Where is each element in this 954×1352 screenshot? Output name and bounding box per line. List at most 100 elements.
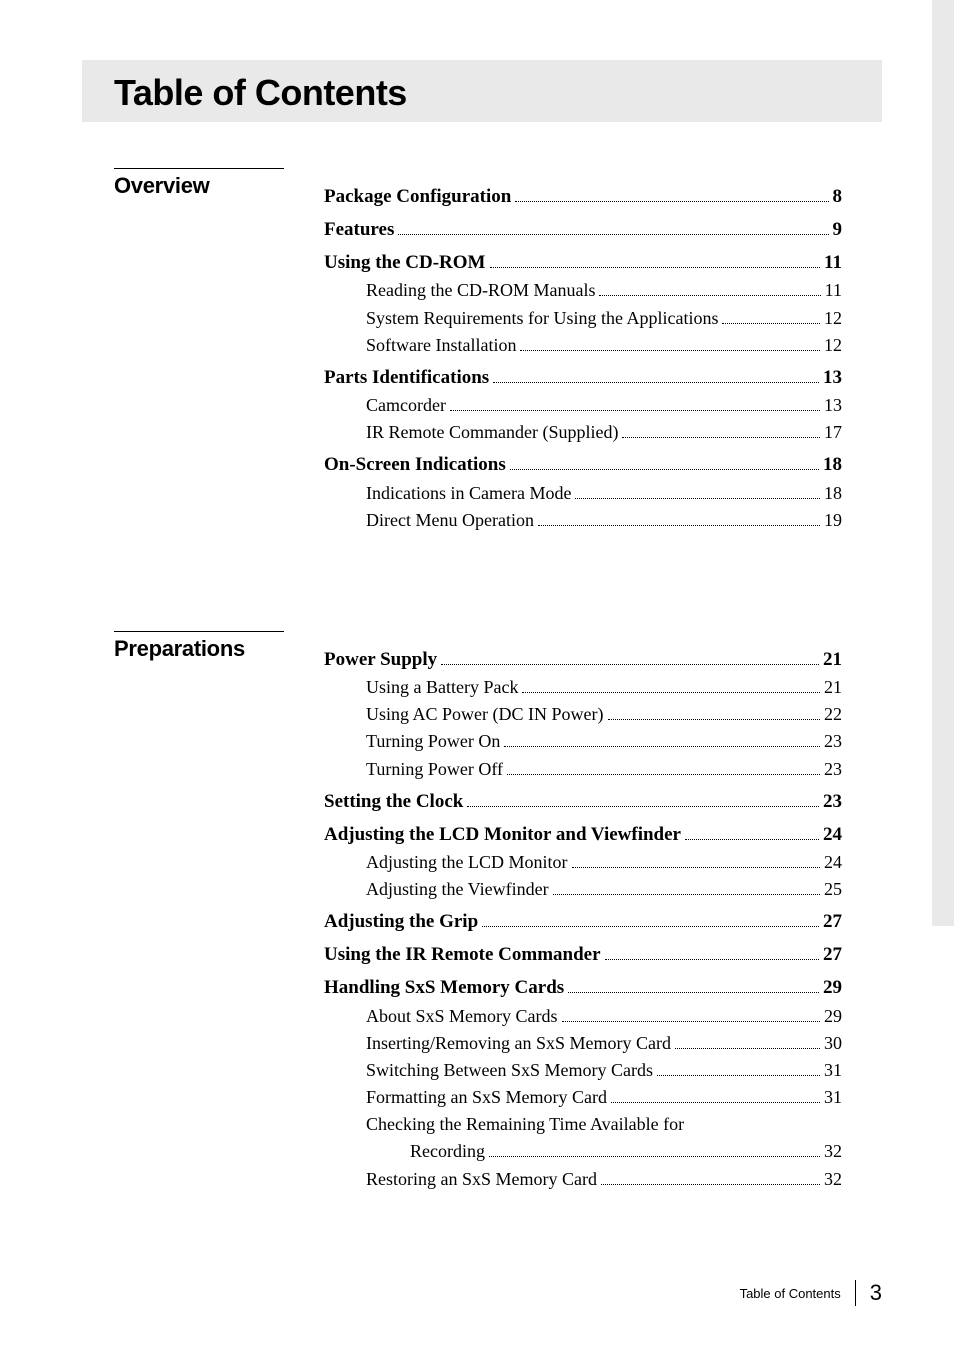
footer-page-number: 3 — [870, 1280, 882, 1306]
toc-page: 32 — [824, 1169, 842, 1190]
toc-entry: Restoring an SxS Memory Card32 — [324, 1168, 842, 1189]
toc-entry: System Requirements for Using the Applic… — [324, 307, 842, 328]
toc-page: 9 — [833, 219, 843, 241]
toc-label: Turning Power On — [366, 731, 500, 752]
toc-label: Camcorder — [366, 395, 446, 416]
toc-entry: Checking the Remaining Time Available fo… — [324, 1114, 842, 1135]
toc-entry: Setting the Clock 23 — [324, 790, 842, 813]
toc-page: 29 — [823, 977, 842, 999]
toc-leader-dots — [493, 366, 819, 383]
toc-label: IR Remote Commander (Supplied) — [366, 422, 618, 443]
toc-page: 13 — [823, 367, 842, 389]
toc-leader-dots — [599, 280, 820, 296]
toc-entry: Recording32 — [324, 1141, 842, 1162]
toc-entry: Direct Menu Operation 19 — [324, 510, 842, 531]
toc-page: 22 — [824, 704, 842, 725]
toc-label: Inserting/Removing an SxS Memory Card — [366, 1033, 671, 1054]
toc-entry: Using the CD-ROM11 — [324, 251, 842, 274]
toc-label: Adjusting the LCD Monitor — [366, 852, 568, 873]
toc-entry: Formatting an SxS Memory Card31 — [324, 1087, 842, 1108]
toc-page: 23 — [824, 731, 842, 752]
toc-leader-dots — [622, 422, 820, 438]
toc-page: 29 — [824, 1006, 842, 1027]
toc-entry: Handling SxS Memory Cards 29 — [324, 976, 842, 999]
section-heading-preparations: Preparations — [114, 631, 284, 662]
toc-leader-dots — [520, 335, 820, 351]
page: Table of Contents Overview Package Confi… — [0, 0, 954, 1352]
toc-page: 27 — [823, 911, 842, 933]
toc-label: Checking the Remaining Time Available fo… — [366, 1114, 684, 1135]
toc-entry: Inserting/Removing an SxS Memory Card 30 — [324, 1033, 842, 1054]
toc-entry: Camcorder 13 — [324, 395, 842, 416]
toc-leader-dots — [657, 1060, 820, 1076]
toc-leader-dots — [507, 758, 820, 774]
toc-entry: Adjusting the Viewfinder 25 — [324, 879, 842, 900]
toc-entry: Parts Identifications 13 — [324, 366, 842, 389]
toc-label: Adjusting the LCD Monitor and Viewfinder — [324, 824, 681, 846]
toc-label: Turning Power Off — [366, 759, 503, 780]
toc-label: Software Installation — [366, 335, 516, 356]
toc-page: 24 — [824, 852, 842, 873]
toc-leader-dots — [450, 395, 820, 411]
toc-entry: On-Screen Indications18 — [324, 453, 842, 476]
toc-leader-dots — [489, 1141, 820, 1157]
toc-page: 23 — [824, 759, 842, 780]
toc-leader-dots — [522, 677, 820, 693]
toc-page: 21 — [824, 677, 842, 698]
toc-entry: IR Remote Commander (Supplied) 17 — [324, 422, 842, 443]
section-gap — [114, 537, 882, 595]
toc-page: 12 — [824, 335, 842, 356]
toc-entry: Turning Power On 23 — [324, 731, 842, 752]
toc-entry: Switching Between SxS Memory Cards31 — [324, 1060, 842, 1081]
toc-leader-dots — [490, 251, 821, 268]
toc-label: Using the IR Remote Commander — [324, 944, 601, 966]
toc-label: System Requirements for Using the Applic… — [366, 308, 718, 329]
toc-page: 31 — [824, 1060, 842, 1081]
toc-leader-dots — [562, 1005, 820, 1021]
toc-page: 31 — [824, 1087, 842, 1108]
toc-entry: Adjusting the Grip 27 — [324, 910, 842, 933]
toc-label: Parts Identifications — [324, 367, 489, 389]
toc-page: 13 — [824, 395, 842, 416]
toc-label: Adjusting the Grip — [324, 911, 478, 933]
toc-entry: Adjusting the LCD Monitor 24 — [324, 852, 842, 873]
toc-leader-dots — [568, 976, 819, 993]
page-footer: Table of Contents 3 — [740, 1280, 882, 1306]
toc-label: Power Supply — [324, 649, 437, 671]
toc-page: 30 — [824, 1033, 842, 1054]
toc-leader-dots — [608, 704, 821, 720]
toc-leader-dots — [605, 943, 819, 960]
toc-page: 23 — [823, 791, 842, 813]
toc-label: Package Configuration — [324, 186, 511, 208]
toc-label: Handling SxS Memory Cards — [324, 977, 564, 999]
toc-label: Adjusting the Viewfinder — [366, 879, 549, 900]
toc-page: 17 — [824, 422, 842, 443]
toc-label: About SxS Memory Cards — [366, 1006, 558, 1027]
toc-entry: Using the IR Remote Commander27 — [324, 943, 842, 966]
toc-label: Recording — [410, 1141, 485, 1162]
toc-entry: Using a Battery Pack21 — [324, 677, 842, 698]
toc-leader-dots — [538, 510, 820, 526]
toc-label: Direct Menu Operation — [366, 510, 534, 531]
toc-leader-dots — [467, 790, 819, 807]
toc-leader-dots — [515, 185, 828, 202]
toc-label: Using AC Power (DC IN Power) — [366, 704, 604, 725]
toc-leader-dots — [572, 852, 821, 868]
toc-entry: Turning Power Off 23 — [324, 758, 842, 779]
toc-block-preparations: Power Supply 21 Using a Battery Pack21 Us… — [324, 648, 842, 1190]
toc-page: 11 — [824, 252, 842, 274]
toc-entry: Software Installation 12 — [324, 335, 842, 356]
toc-page: 12 — [824, 308, 842, 329]
toc-leader-dots — [504, 731, 820, 747]
toc-leader-dots — [611, 1087, 820, 1103]
toc-page: 25 — [824, 879, 842, 900]
toc-page: 11 — [825, 280, 842, 301]
toc-leader-dots — [441, 648, 819, 665]
toc-entry: About SxS Memory Cards 29 — [324, 1005, 842, 1026]
toc-entry: Features9 — [324, 218, 842, 241]
toc-leader-dots — [675, 1033, 820, 1049]
toc-label: Setting the Clock — [324, 791, 463, 813]
toc-leader-dots — [553, 879, 820, 895]
toc-page: 19 — [824, 510, 842, 531]
page-title: Table of Contents — [114, 60, 882, 114]
